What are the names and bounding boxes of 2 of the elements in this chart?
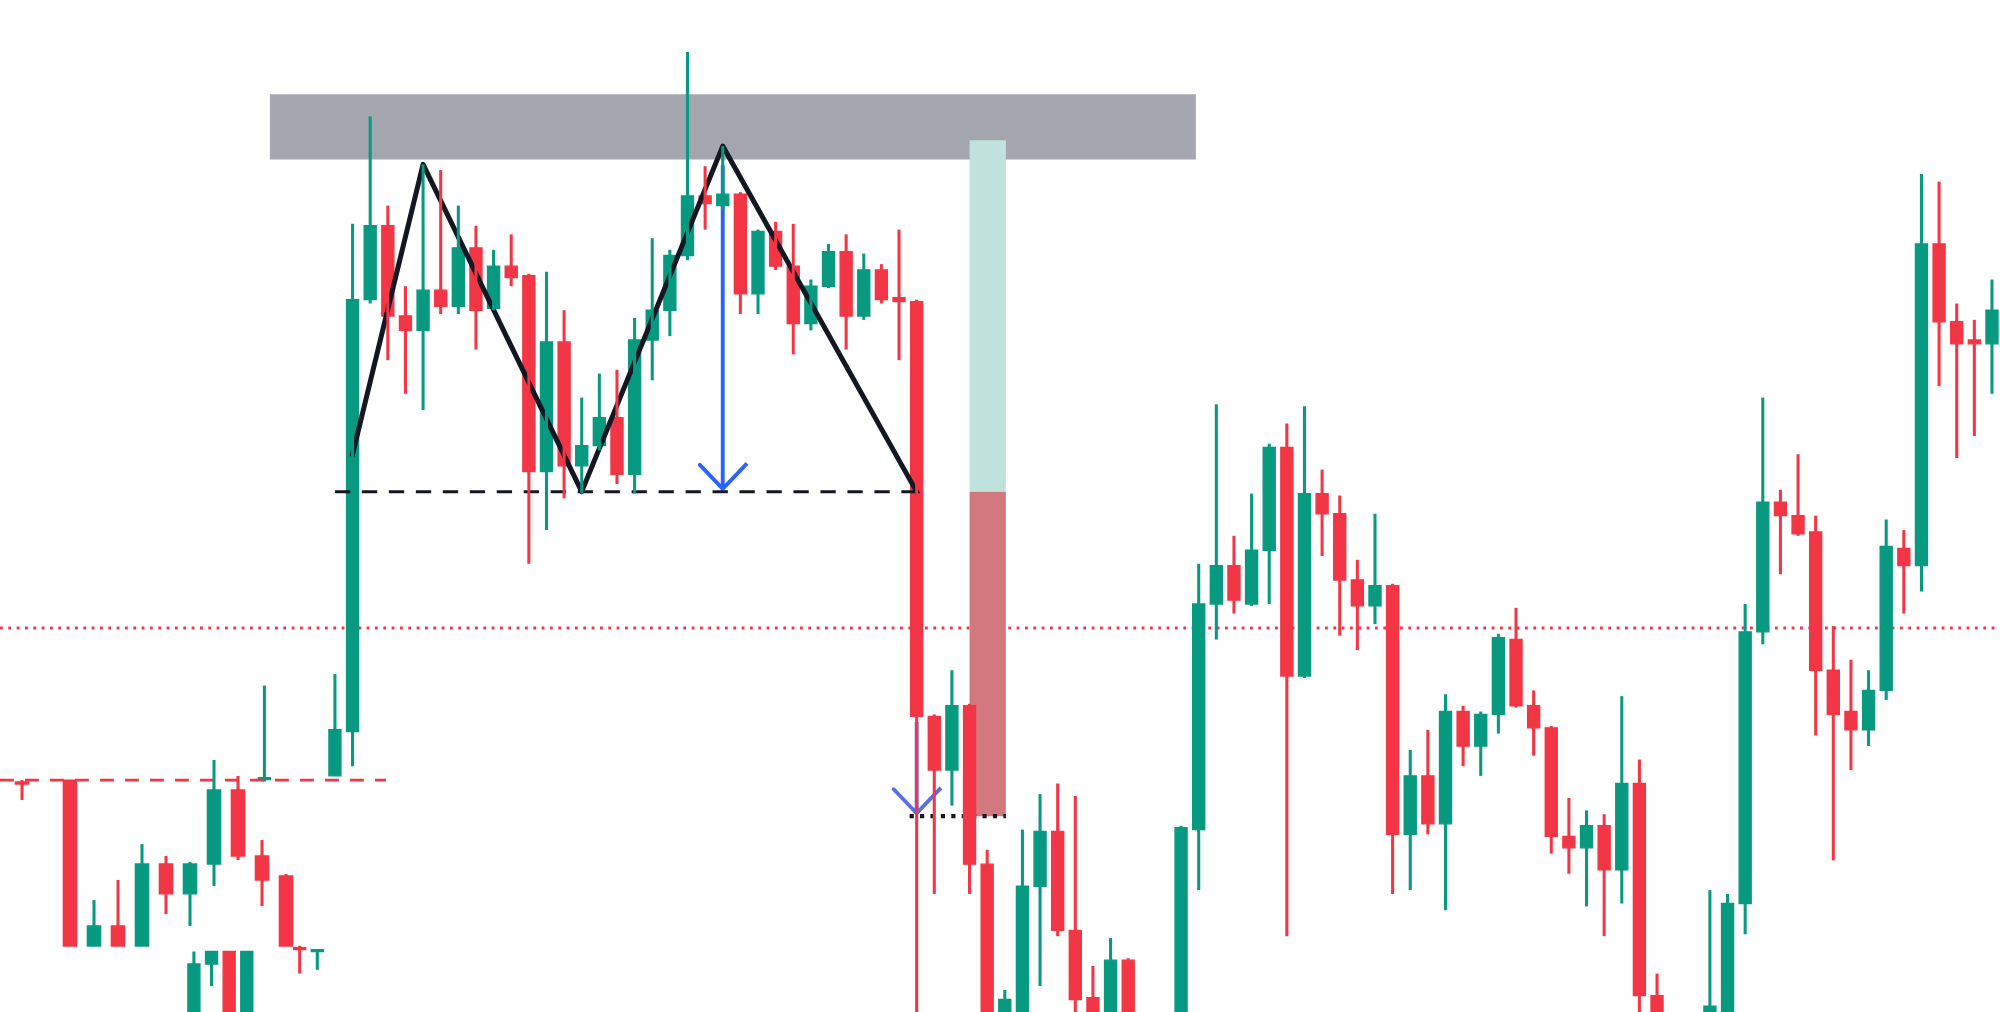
candlestick <box>222 950 236 1012</box>
candlestick <box>240 950 254 1012</box>
